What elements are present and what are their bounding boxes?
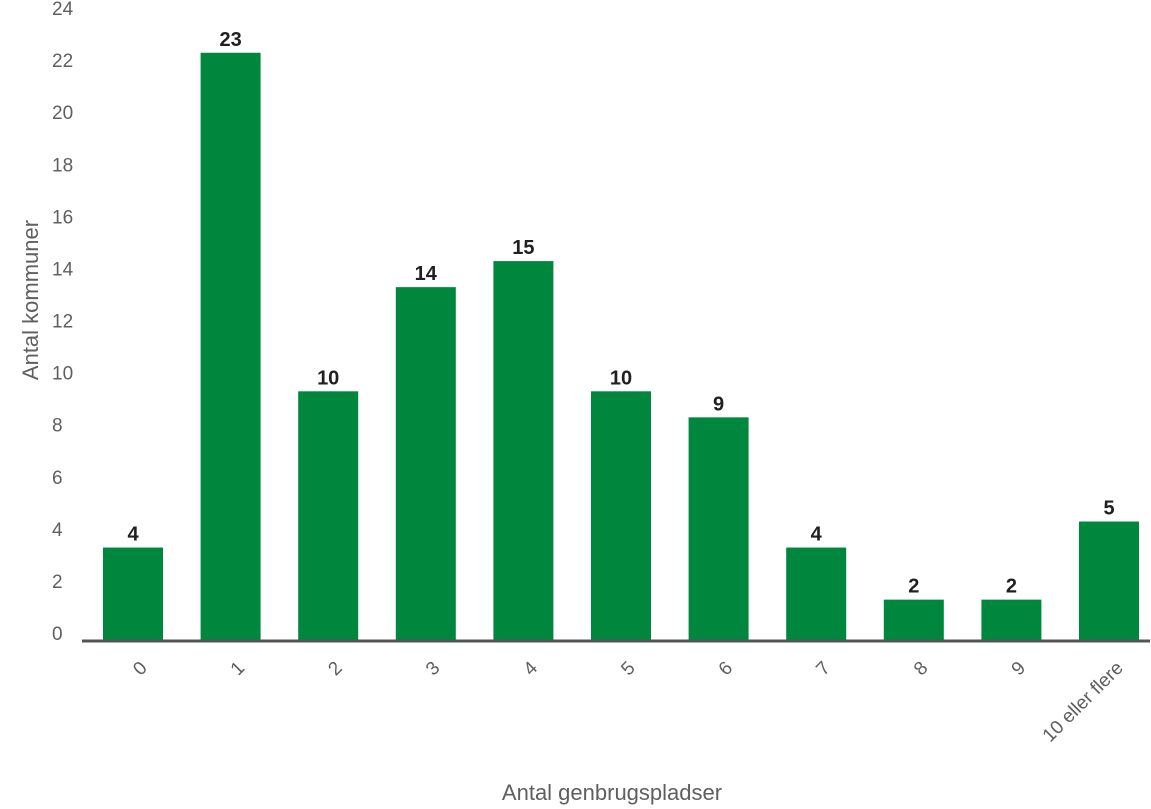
y-tick-label-4: 4 <box>52 520 63 541</box>
x-tick-label-4: 4 <box>520 657 543 680</box>
x-axis-title: Antal genbrugspladser <box>502 780 722 805</box>
data-labels-group: 4 23 10 14 15 10 9 4 2 2 5 <box>127 29 1114 598</box>
x-tick-label-5: 5 <box>617 658 639 680</box>
y-tick-label-16: 16 <box>52 207 73 228</box>
data-label-2: 10 <box>317 367 339 389</box>
y-tick-label-20: 20 <box>52 103 73 124</box>
bar-10-eller-flere <box>1079 521 1139 640</box>
y-axis-title: Antal kommuner <box>18 220 43 380</box>
bar-2 <box>298 391 359 640</box>
bar-1 <box>200 52 261 640</box>
data-label-3: 14 <box>415 263 438 285</box>
x-tick-label-0: 0 <box>129 658 151 680</box>
y-tick-label-22: 22 <box>52 51 73 72</box>
bar-0 <box>103 547 163 640</box>
x-tick-label-1: 1 <box>227 658 249 680</box>
data-label-10-eller-flere: 5 <box>1103 498 1114 520</box>
data-label-8: 2 <box>908 576 919 598</box>
data-label-9: 2 <box>1006 576 1017 598</box>
x-tick-label-6: 6 <box>715 658 737 680</box>
bar-8 <box>883 599 944 640</box>
y-tick-label-14: 14 <box>52 259 74 280</box>
y-tick-label-10: 10 <box>52 364 73 385</box>
bar-7 <box>786 547 847 640</box>
y-tick-label-12: 12 <box>52 312 73 333</box>
x-tick-label-10-eller-flere: 10 eller flere <box>1039 658 1128 747</box>
bar-9 <box>981 599 1042 640</box>
bar-3 <box>395 287 456 640</box>
data-label-1: 23 <box>219 29 241 51</box>
x-tick-label-8: 8 <box>910 658 932 680</box>
data-label-5: 10 <box>610 367 632 389</box>
x-axis-ticks: 0 1 2 3 4 5 6 7 8 9 10 eller flere <box>129 657 1127 746</box>
data-label-0: 4 <box>127 524 139 546</box>
data-label-7: 4 <box>811 524 823 546</box>
y-tick-label-6: 6 <box>52 468 63 489</box>
x-tick-label-3: 3 <box>422 658 444 680</box>
x-tick-label-9: 9 <box>1008 658 1030 680</box>
bar-4 <box>493 261 554 640</box>
data-label-6: 9 <box>713 393 724 415</box>
y-tick-label-2: 2 <box>52 572 63 593</box>
data-label-4: 15 <box>512 237 534 259</box>
bar-6 <box>688 417 749 640</box>
bar-5 <box>591 391 651 640</box>
y-tick-label-24: 24 <box>52 0 74 20</box>
y-tick-label-18: 18 <box>52 155 73 176</box>
y-tick-label-8: 8 <box>52 416 63 437</box>
bars-group <box>103 52 1139 640</box>
x-tick-label-7: 7 <box>812 658 834 680</box>
y-tick-label-0: 0 <box>52 624 63 645</box>
x-tick-label-2: 2 <box>324 658 346 680</box>
